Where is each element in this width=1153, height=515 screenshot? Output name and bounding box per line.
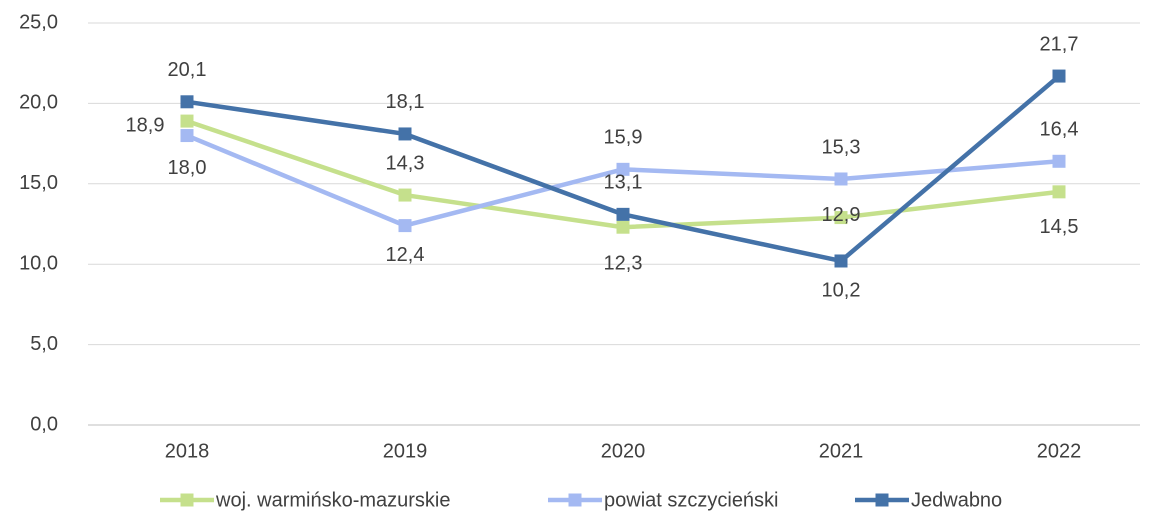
y-tick-label: 10,0 [19, 252, 58, 274]
legend-label: powiat szczycieński [604, 489, 779, 511]
data-label: 18,9 [126, 114, 165, 136]
data-label: 18,1 [386, 91, 425, 113]
data-label: 18,0 [168, 157, 207, 179]
marker [1052, 185, 1066, 199]
marker [834, 254, 848, 268]
x-tick-label: 2018 [165, 440, 210, 462]
y-tick-label: 20,0 [19, 92, 58, 114]
data-label: 14,3 [386, 152, 425, 174]
marker [616, 207, 630, 221]
data-label: 16,4 [1040, 119, 1079, 141]
data-label: 21,7 [1040, 33, 1079, 55]
marker [180, 114, 194, 128]
data-label: 12,3 [604, 252, 643, 274]
marker [616, 162, 630, 176]
legend-marker [568, 493, 582, 507]
y-tick-label: 0,0 [30, 413, 58, 435]
legend-label: Jedwabno [911, 489, 1002, 511]
data-label: 15,3 [822, 136, 861, 158]
marker [180, 95, 194, 109]
marker [398, 188, 412, 202]
x-tick-label: 2021 [819, 440, 864, 462]
marker [834, 211, 848, 225]
marker [616, 220, 630, 234]
legend-label: woj. warmińsko-mazurskie [215, 489, 451, 511]
data-label: 12,9 [822, 204, 861, 226]
marker [1052, 69, 1066, 83]
data-label: 20,1 [168, 59, 207, 81]
data-label: 10,2 [822, 279, 861, 301]
y-tick-label: 15,0 [19, 172, 58, 194]
y-tick-label: 5,0 [30, 333, 58, 355]
data-label: 12,4 [386, 244, 425, 266]
data-label: 13,1 [604, 172, 643, 194]
marker [834, 172, 848, 186]
x-tick-label: 2022 [1037, 440, 1082, 462]
legend-marker [180, 493, 194, 507]
data-label: 14,5 [1040, 216, 1079, 238]
x-tick-label: 2019 [383, 440, 428, 462]
marker [398, 219, 412, 233]
legend-marker [875, 493, 889, 507]
y-tick-label: 25,0 [19, 11, 58, 33]
marker [398, 127, 412, 141]
marker [1052, 154, 1066, 168]
marker [180, 129, 194, 143]
x-tick-label: 2020 [601, 440, 646, 462]
data-label: 15,9 [604, 127, 643, 149]
